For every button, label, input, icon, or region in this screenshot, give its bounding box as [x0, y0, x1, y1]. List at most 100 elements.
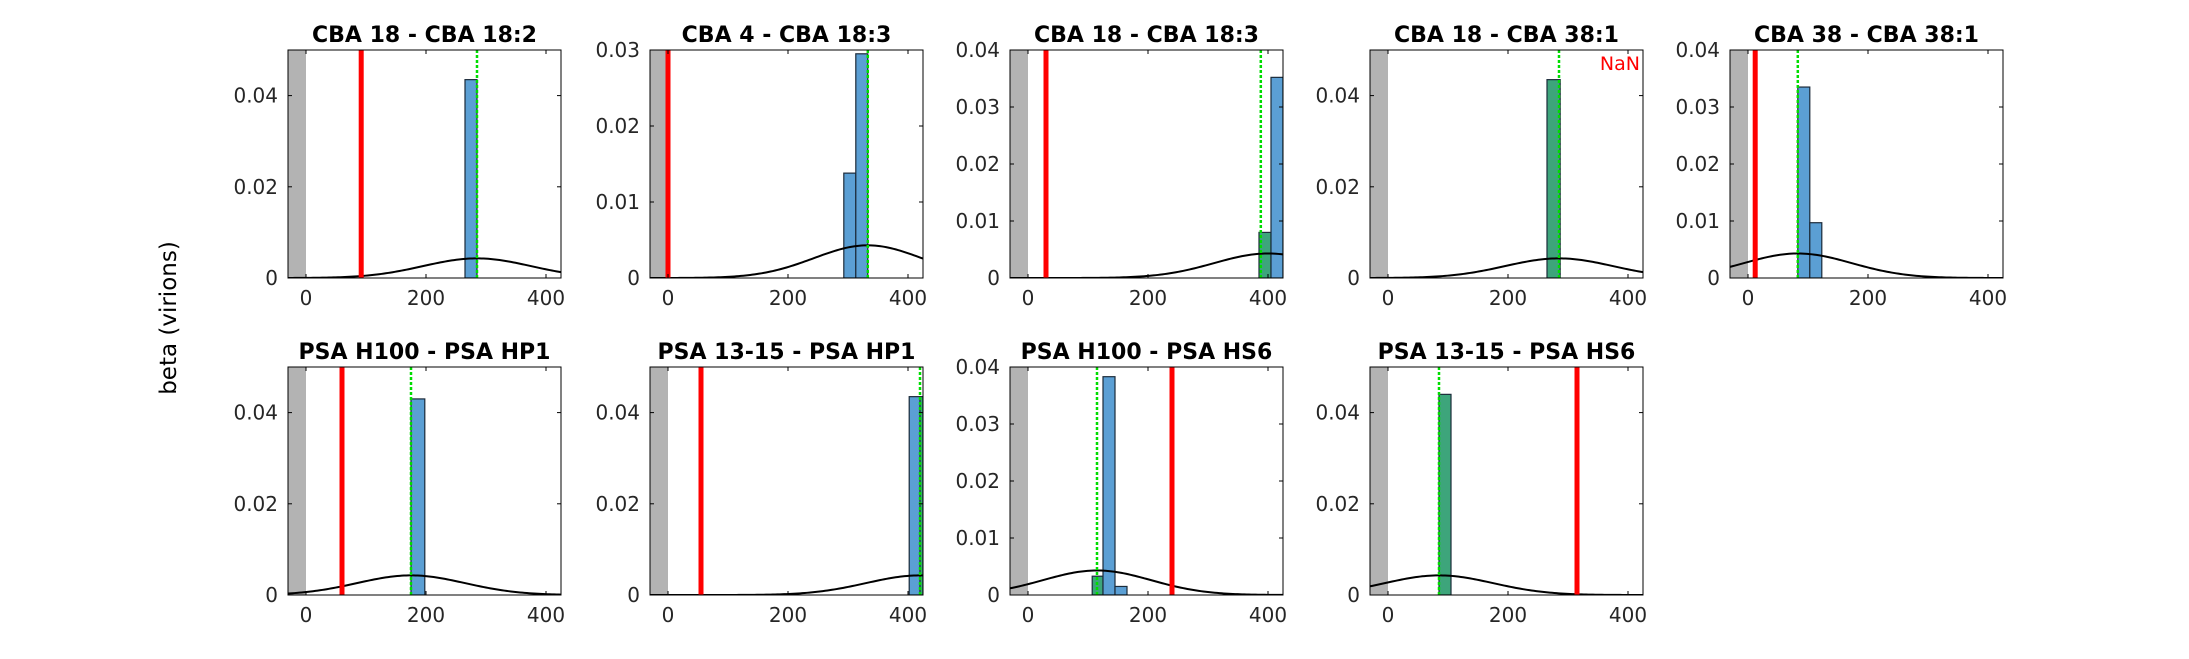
nan-annotation: NaN: [1600, 53, 1640, 75]
y-tick-label: 0.04: [233, 84, 278, 108]
prior-curve: [1730, 252, 2003, 278]
axes-box: [1729, 49, 2004, 279]
prior-curve: [1370, 257, 1643, 278]
subplot-title: CBA 18 - CBA 18:2: [312, 23, 537, 48]
plot-area: [1730, 50, 2003, 278]
subplot-title: CBA 4 - CBA 18:3: [682, 23, 892, 48]
prior-curve: [1370, 574, 1643, 595]
y-tick-label: 0.04: [955, 38, 1000, 62]
y-tick-label: 0.02: [233, 175, 278, 199]
y-tick-label: 0.04: [955, 355, 1000, 379]
plot-area: [1370, 367, 1643, 595]
x-tick-label: 0: [1022, 603, 1035, 627]
prior-curve: [1010, 252, 1283, 278]
excluded-region: [1010, 50, 1028, 278]
x-tick-label: 0: [1382, 603, 1395, 627]
y-tick-label: 0.04: [1675, 38, 1720, 62]
plot-area: [650, 50, 923, 278]
y-tick-label: 0.01: [955, 209, 1000, 233]
histogram-bar: [1546, 79, 1561, 278]
x-tick-label: 200: [407, 286, 445, 310]
excluded-region: [288, 367, 306, 595]
histogram-bar: [464, 79, 478, 278]
plot-area: [288, 367, 561, 595]
y-tick-label: 0.02: [1315, 175, 1360, 199]
y-tick-label: 0: [265, 583, 278, 607]
y-tick-label: 0: [1347, 583, 1360, 607]
histogram-bar: [1809, 222, 1823, 278]
plot-area: [1010, 367, 1283, 595]
axes-box: [1009, 366, 1284, 596]
y-tick-label: 0.03: [595, 38, 640, 62]
excluded-region: [288, 50, 306, 278]
y-tick-label: 0: [265, 266, 278, 290]
x-tick-label: 200: [1489, 286, 1527, 310]
subplot-title: CBA 18 - CBA 38:1: [1394, 23, 1619, 48]
y-tick-label: 0: [1347, 266, 1360, 290]
subplot-2: 0 200 400 0 0.01 0.02 0.03 CBA 4 - CBA 18:3: [595, 23, 927, 310]
y-tick-label: 0.04: [595, 401, 640, 425]
y-tick-label: 0.02: [1315, 492, 1360, 516]
x-tick-label: 400: [527, 603, 565, 627]
axes-box: [287, 366, 562, 596]
y-tick-label: 0.02: [955, 469, 1000, 493]
axes-box: [649, 366, 924, 596]
prior-curve: [650, 244, 923, 278]
x-tick-label: 0: [662, 286, 675, 310]
x-tick-label: 400: [1609, 603, 1647, 627]
x-tick-label: 0: [662, 603, 675, 627]
x-tick-label: 200: [1849, 286, 1887, 310]
x-tick-label: 200: [769, 603, 807, 627]
subplot-title: PSA 13-15 - PSA HS6: [1378, 340, 1636, 365]
x-tick-label: 400: [1249, 603, 1287, 627]
y-tick-label: 0: [987, 266, 1000, 290]
subplot-title: PSA 13-15 - PSA HP1: [658, 340, 916, 365]
histogram-bar: [410, 398, 426, 595]
subplot-title: PSA H100 - PSA HP1: [299, 340, 551, 365]
excluded-region: [650, 50, 668, 278]
x-tick-label: 400: [1249, 286, 1287, 310]
y-tick-label: 0: [987, 583, 1000, 607]
subplot-8: 0 200 400 0 0.01 0.02 0.03 0.04 PSA H100 - PSA H…: [955, 340, 1287, 627]
excluded-region: [1370, 50, 1388, 278]
subplot-4: 0 200 400 0 0.02 0.04 CBA 18 - CBA 38:1 NaN: [1315, 23, 1647, 310]
prior-curve: [288, 257, 561, 278]
x-tick-label: 400: [1969, 286, 2007, 310]
y-tick-label: 0.03: [1675, 95, 1720, 119]
y-tick-label: 0.04: [1315, 84, 1360, 108]
prior-curve: [1010, 569, 1283, 595]
y-tick-label: 0.01: [595, 190, 640, 214]
x-tick-label: 0: [1382, 286, 1395, 310]
y-tick-label: 0: [1707, 266, 1720, 290]
y-tick-label: 0.03: [955, 412, 1000, 436]
plot-area: [650, 367, 923, 595]
x-tick-label: 400: [889, 603, 927, 627]
x-tick-label: 400: [527, 286, 565, 310]
plot-area: [288, 50, 561, 278]
subplot-3: 0 200 400 0 0.01 0.02 0.03 0.04 CBA 18 - CBA 18:…: [955, 23, 1287, 310]
excluded-region: [1730, 50, 1748, 278]
axes-box: [287, 49, 562, 279]
y-tick-label: 0.02: [955, 152, 1000, 176]
x-tick-label: 200: [769, 286, 807, 310]
y-axis-label: beta (virions): [156, 241, 182, 395]
x-tick-label: 200: [1129, 603, 1167, 627]
plot-area: [1370, 50, 1643, 278]
plot-area: [1010, 50, 1283, 278]
axes-box: [649, 49, 924, 279]
subplot-title: PSA H100 - PSA HS6: [1021, 340, 1273, 365]
y-tick-label: 0.02: [595, 114, 640, 138]
excluded-region: [650, 367, 668, 595]
y-tick-label: 0: [627, 583, 640, 607]
subplot-1: 0 200 400 0 0.02 0.04 CBA 18 - CBA 18:2: [233, 23, 565, 310]
prior-curve: [650, 574, 923, 595]
y-tick-label: 0.04: [1315, 401, 1360, 425]
x-tick-label: 0: [300, 603, 313, 627]
histogram-bar: [843, 172, 857, 278]
subplot-title: CBA 18 - CBA 18:3: [1034, 23, 1259, 48]
x-tick-label: 400: [889, 286, 927, 310]
y-tick-label: 0.02: [595, 492, 640, 516]
axes-box: [1369, 366, 1644, 596]
x-tick-label: 0: [1022, 286, 1035, 310]
excluded-region: [1010, 367, 1028, 595]
